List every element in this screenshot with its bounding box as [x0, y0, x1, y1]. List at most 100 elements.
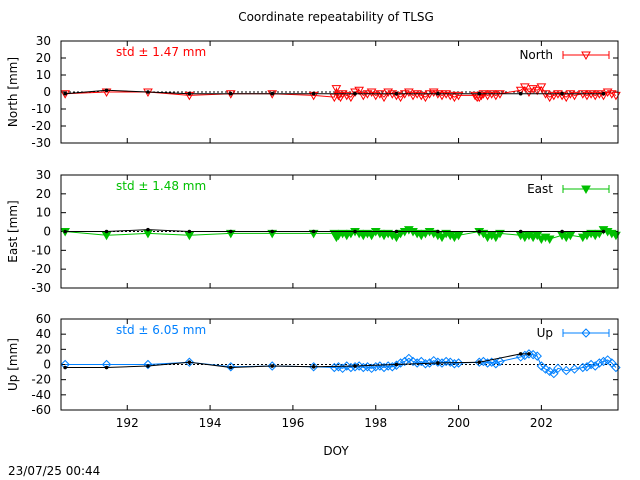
- north-data-point: [582, 91, 592, 101]
- east-y-tick-label: 10: [36, 206, 51, 220]
- timestamp: 23/07/25 00:44: [8, 464, 100, 478]
- east-data-point: [594, 229, 605, 239]
- north-data-point: [602, 88, 613, 98]
- east-black-point: [518, 229, 523, 234]
- north-legend-marker: [581, 51, 591, 61]
- up-black-point: [228, 365, 233, 370]
- east-data-point: [544, 235, 555, 245]
- east-y-tick-label: 0: [43, 225, 51, 239]
- up-data-point: [412, 358, 422, 368]
- up-data-point: [184, 357, 195, 367]
- up-data-point: [515, 352, 526, 362]
- north-data-point: [416, 91, 427, 101]
- north-black-point: [228, 91, 233, 96]
- north-data-point: [331, 85, 342, 94]
- up-data-point: [569, 364, 580, 374]
- north-y-tick-label: 10: [36, 68, 51, 82]
- north-black-point: [560, 91, 564, 96]
- x-tick-label: 200: [447, 416, 470, 430]
- east-legend-label: East: [527, 182, 553, 196]
- east-black-point: [394, 229, 399, 234]
- east-data-point: [565, 231, 576, 241]
- north-data-point: [428, 88, 439, 98]
- up-data-point: [420, 359, 431, 369]
- east-black-point: [601, 229, 606, 234]
- east-data-point: [437, 233, 447, 243]
- up-y-tick-label: -60: [31, 403, 51, 417]
- up-y-tick-label: 0: [43, 358, 51, 372]
- north-data-point: [408, 91, 418, 101]
- up-data-point: [395, 358, 406, 368]
- north-black-point: [518, 91, 523, 96]
- up-data-point: [267, 361, 277, 371]
- north-plot-frame: [60, 40, 619, 144]
- east-data-point: [453, 231, 464, 241]
- chart-title: Coordinate repeatability of TLSG: [238, 10, 434, 24]
- north-data-point: [383, 88, 394, 98]
- north-data-point: [350, 88, 360, 98]
- up-data-point: [491, 359, 501, 369]
- north-data-point: [548, 91, 559, 101]
- north-data-point: [524, 88, 534, 98]
- up-black-point: [311, 364, 316, 369]
- north-data-point: [445, 91, 456, 101]
- up-data-point: [598, 356, 609, 367]
- north-data-point: [437, 91, 447, 101]
- up-data-point: [578, 362, 588, 373]
- east-y-tick-label: -30: [31, 281, 51, 295]
- up-y-axis-label: Up [mm]: [6, 338, 20, 391]
- north-y-axis-label: North [mm]: [6, 57, 20, 127]
- up-data-point: [482, 358, 493, 368]
- up-data-point: [308, 362, 319, 372]
- north-data-point: [60, 90, 71, 99]
- up-black-point: [518, 352, 523, 356]
- east-data-point: [184, 231, 195, 241]
- north-black-point: [311, 91, 316, 96]
- up-data-point: [590, 361, 600, 371]
- east-black-point: [560, 229, 564, 234]
- up-black-point: [270, 364, 275, 368]
- east-black-series-line: [65, 229, 604, 232]
- up-data-point: [337, 363, 348, 373]
- up-black-point: [436, 361, 440, 365]
- north-data-point: [476, 91, 487, 101]
- up-data-point: [536, 361, 547, 371]
- north-data-point: [532, 86, 543, 96]
- up-black-point: [146, 364, 150, 368]
- north-y-tick-label: -30: [31, 136, 51, 150]
- north-y-tick-label: 20: [36, 51, 51, 65]
- up-data-point: [143, 359, 153, 370]
- up-black-point: [394, 362, 399, 367]
- up-data-point: [366, 363, 377, 373]
- up-data-point: [594, 358, 605, 368]
- north-black-point: [436, 91, 440, 96]
- up-data-point: [379, 362, 389, 373]
- east-black-point: [311, 229, 316, 234]
- up-data-point: [561, 365, 571, 376]
- north-black-point: [187, 91, 192, 96]
- east-black-point: [146, 227, 150, 232]
- chart-panels: -30 -20 -10 0 10 20 30 North [mm] std ± 1.47 mm N…: [6, 34, 621, 430]
- x-tick-label: 196: [281, 416, 304, 430]
- up-data-point: [553, 363, 563, 373]
- east-black-point: [353, 229, 357, 234]
- north-black-point: [353, 91, 357, 96]
- up-black-point: [63, 365, 67, 370]
- up-data-point: [424, 358, 435, 368]
- up-data-point: [582, 362, 592, 372]
- north-black-point: [270, 91, 275, 96]
- north-y-tick-label: -20: [31, 119, 51, 133]
- north-data-point: [358, 91, 369, 101]
- east-plot-frame: [60, 174, 619, 289]
- x-tick-label: 192: [116, 416, 139, 430]
- x-tick-label: 202: [530, 416, 553, 430]
- up-data-point: [404, 353, 414, 364]
- north-y-tick-label: 0: [43, 85, 51, 99]
- up-data-point: [400, 356, 410, 367]
- up-data-point: [532, 351, 542, 361]
- north-data-point: [490, 91, 501, 101]
- north-data-point: [515, 86, 526, 96]
- up-std-label: std ± 6.05 mm: [116, 323, 206, 337]
- up-y-tick-label: 60: [36, 312, 51, 326]
- up-black-point: [104, 365, 109, 370]
